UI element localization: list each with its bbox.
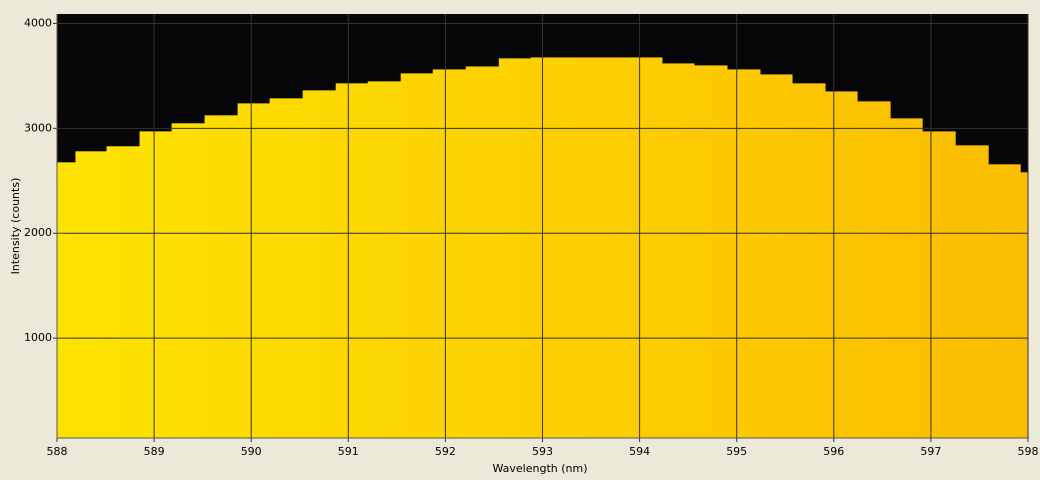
- y-axis-label: Intensity (counts): [9, 178, 22, 275]
- bar: [792, 83, 826, 438]
- x-tick-label: 597: [920, 445, 941, 458]
- bar: [693, 65, 728, 438]
- bars: [57, 57, 1029, 439]
- bar: [530, 57, 565, 438]
- bar: [75, 151, 108, 438]
- bar: [825, 91, 858, 439]
- bar: [204, 115, 239, 438]
- x-axis-label: Wavelength (nm): [492, 462, 587, 475]
- bar: [596, 57, 630, 438]
- x-tick-label: 588: [47, 445, 68, 458]
- x-tick-label: 590: [241, 445, 262, 458]
- bar: [922, 131, 956, 438]
- bar: [498, 58, 532, 438]
- bar: [726, 69, 761, 438]
- x-tick-label: 589: [144, 445, 165, 458]
- bar: [628, 57, 663, 438]
- x-tick-label: 592: [435, 445, 456, 458]
- bar: [955, 145, 989, 438]
- y-tick-label: 2000: [24, 226, 52, 239]
- x-tick-label: 595: [726, 445, 747, 458]
- bar: [760, 74, 793, 438]
- bar: [139, 131, 173, 438]
- x-tick-label: 593: [532, 445, 553, 458]
- bar: [988, 164, 1021, 438]
- bar: [857, 101, 891, 439]
- bar: [563, 57, 598, 438]
- bar: [171, 123, 206, 438]
- x-tick-label: 594: [629, 445, 650, 458]
- y-tick-label: 3000: [24, 121, 52, 134]
- bar: [269, 98, 304, 439]
- bar: [106, 146, 141, 438]
- bar: [890, 118, 923, 438]
- x-tick-label: 596: [823, 445, 844, 458]
- bar: [465, 66, 500, 438]
- bar: [335, 83, 369, 438]
- y-tick-label: 1000: [24, 331, 52, 344]
- bar: [400, 73, 434, 438]
- x-tick-label: 598: [1018, 445, 1039, 458]
- bar: [367, 81, 402, 438]
- bar: [302, 90, 337, 439]
- bar: [1020, 172, 1029, 438]
- bar: [661, 63, 695, 438]
- bar: [237, 103, 271, 438]
- bar: [57, 162, 76, 438]
- bar: [432, 69, 467, 438]
- x-tick-label: 591: [338, 445, 359, 458]
- y-tick-label: 4000: [24, 16, 52, 29]
